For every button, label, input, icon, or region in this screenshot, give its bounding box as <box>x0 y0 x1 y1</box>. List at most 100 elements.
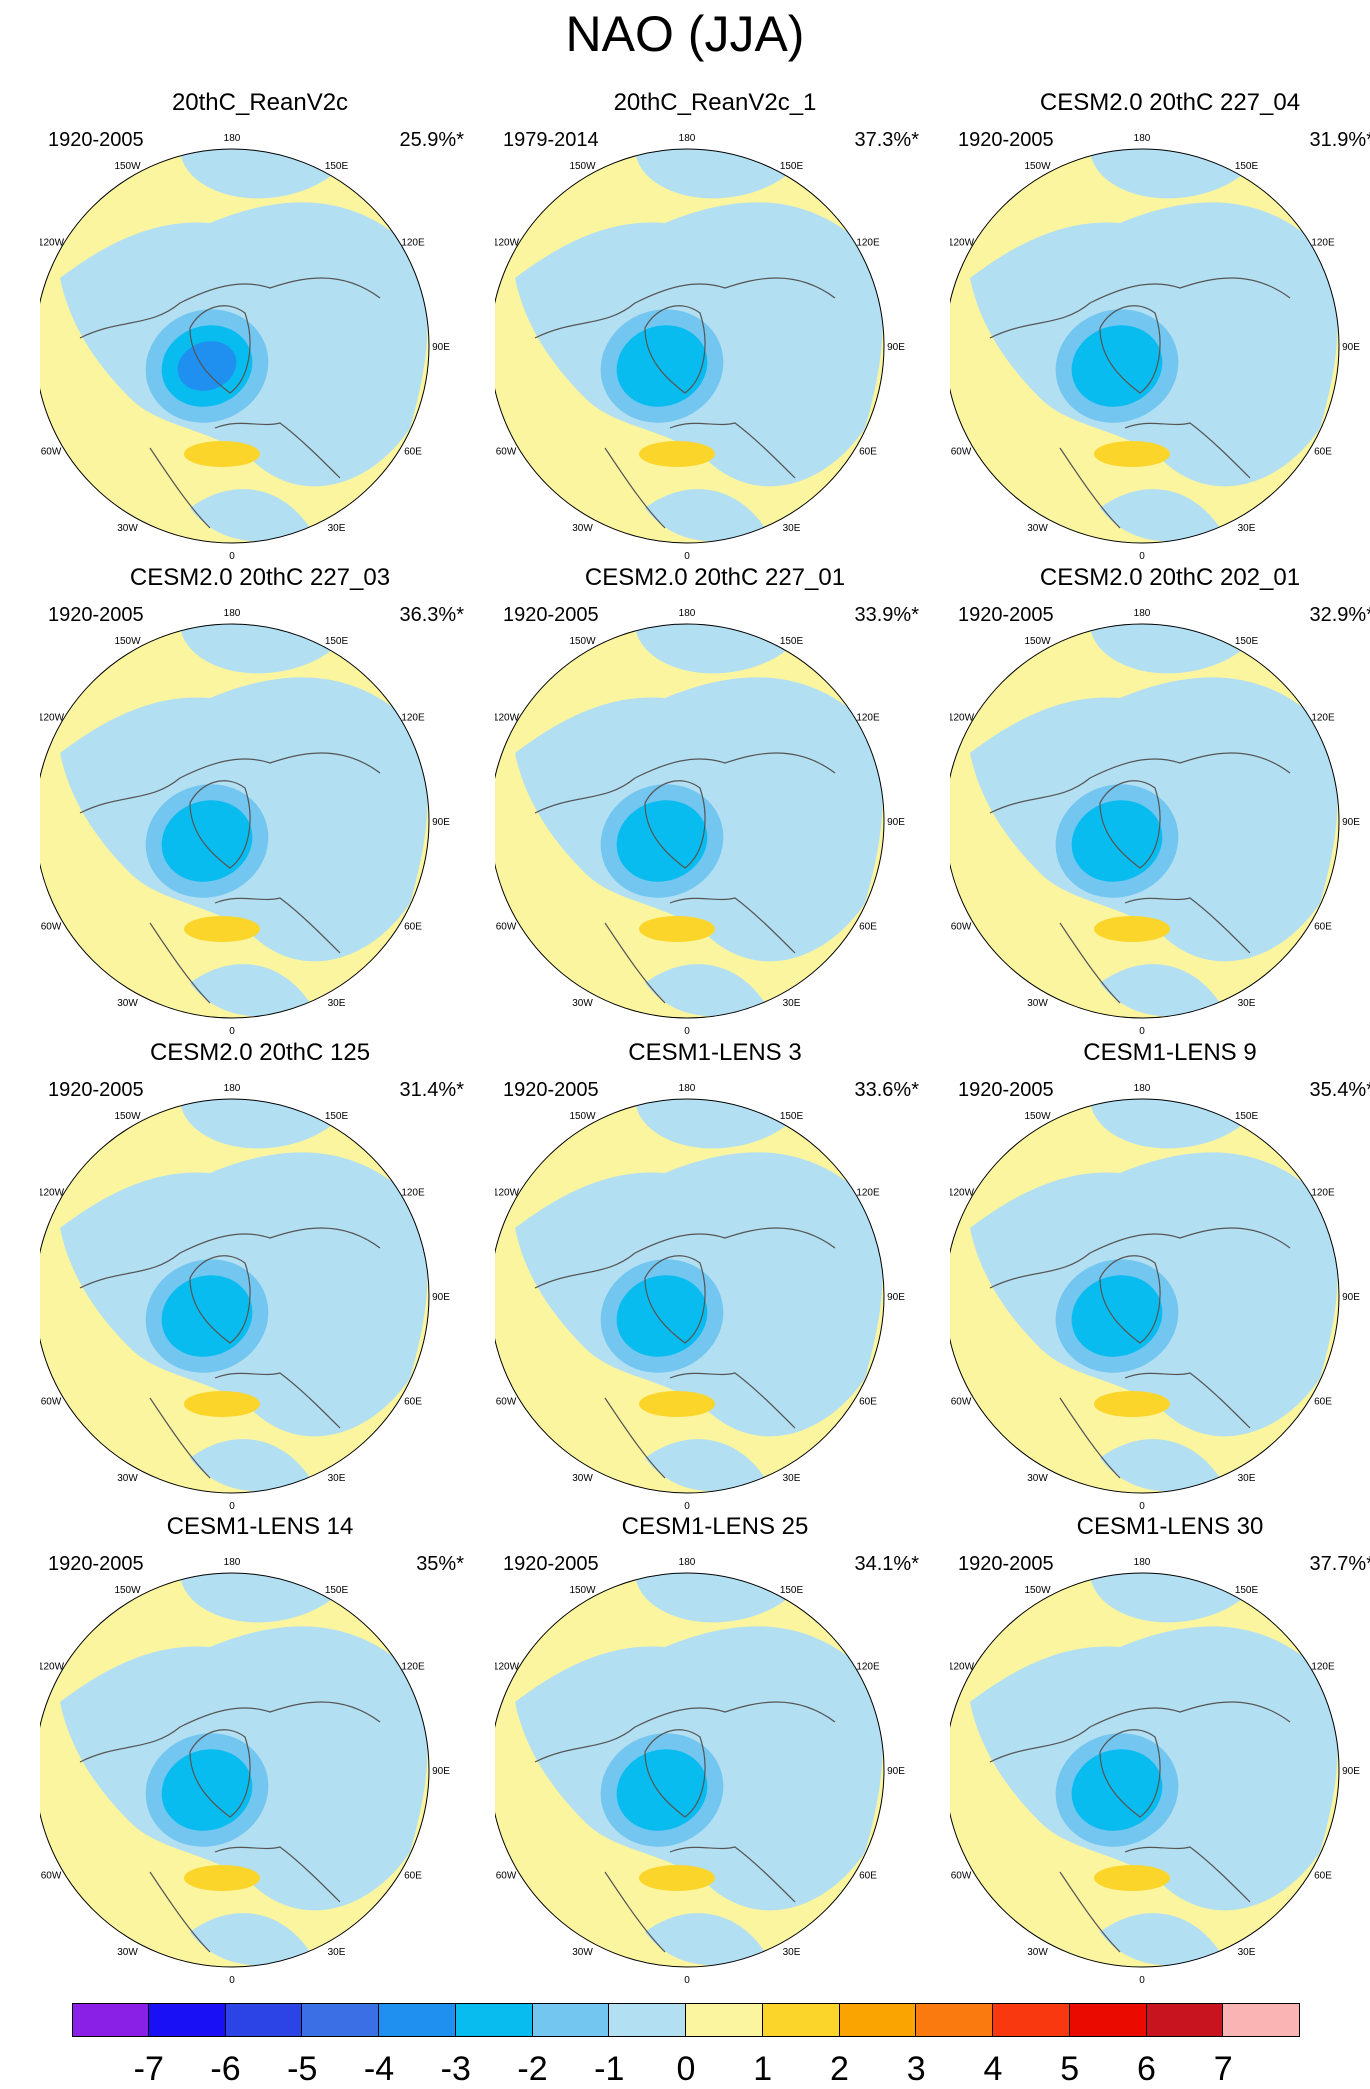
longitude-label: 150W <box>1024 161 1051 172</box>
longitude-label: 60E <box>1314 922 1332 933</box>
longitude-label: 90E <box>1342 342 1360 353</box>
colorbar-tick: 4 <box>963 2049 1023 2089</box>
longitude-label: 90E <box>432 342 450 353</box>
polar-map: 180150E120E90E60E30E030W60W90W120W150W <box>950 1078 1370 1518</box>
longitude-label: 30W <box>117 1473 138 1484</box>
longitude-label: 180 <box>1134 1557 1151 1568</box>
longitude-label: 30W <box>1027 1473 1048 1484</box>
longitude-label: 90E <box>887 1292 905 1303</box>
longitude-label: 150E <box>1235 1585 1259 1596</box>
longitude-label: 120W <box>40 1188 65 1199</box>
longitude-label: 0 <box>229 1975 235 1986</box>
longitude-label: 150E <box>325 636 349 647</box>
longitude-label: 120W <box>40 238 65 249</box>
longitude-label: 60W <box>496 447 517 458</box>
panel-title: CESM2.0 20thC 125 <box>40 1038 480 1068</box>
longitude-label: 150E <box>780 161 804 172</box>
longitude-label: 180 <box>224 1557 241 1568</box>
polar-map: 180150E120E90E60E30E030W60W90W120W150W <box>950 1552 1370 1992</box>
panel-title: 20thC_ReanV2c <box>40 88 480 118</box>
polar-map: 180150E120E90E60E30E030W60W90W120W150W <box>40 1078 480 1518</box>
colorbar-tick: -2 <box>503 2049 563 2089</box>
longitude-label: 120E <box>401 238 425 249</box>
longitude-label: 180 <box>679 1083 696 1094</box>
longitude-label: 90E <box>432 817 450 828</box>
colorbar-tick: 1 <box>733 2049 793 2089</box>
contour-level-pos <box>639 1865 715 1891</box>
longitude-label: 0 <box>229 1026 235 1037</box>
longitude-label: 150E <box>1235 636 1259 647</box>
longitude-label: 180 <box>224 608 241 619</box>
contour-level-pos <box>184 916 260 942</box>
longitude-label: 60E <box>404 1871 422 1882</box>
longitude-label: 0 <box>1139 1975 1145 1986</box>
longitude-label: 30W <box>117 998 138 1009</box>
colorbar-tick: 0 <box>656 2049 716 2089</box>
longitude-label: 30W <box>117 1947 138 1958</box>
longitude-label: 30W <box>1027 998 1048 1009</box>
colorbar-tick: 6 <box>1117 2049 1177 2089</box>
longitude-label: 150W <box>1024 1111 1051 1122</box>
longitude-label: 60W <box>951 447 972 458</box>
longitude-label: 30W <box>117 523 138 534</box>
polar-map: 180150E120E90E60E30E030W60W90W120W150W <box>495 603 935 1043</box>
longitude-label: 60W <box>41 922 62 933</box>
contour-level-pos <box>639 441 715 467</box>
contour-level-pos <box>1094 1865 1170 1891</box>
longitude-label: 90E <box>1342 1766 1360 1777</box>
contour-level-pos <box>184 1391 260 1417</box>
longitude-label: 60W <box>496 1871 517 1882</box>
longitude-label: 120W <box>495 1662 520 1673</box>
contour-level-pos <box>1094 916 1170 942</box>
longitude-label: 90E <box>887 342 905 353</box>
longitude-label: 90E <box>887 1766 905 1777</box>
longitude-label: 150E <box>1235 1111 1259 1122</box>
longitude-label: 60E <box>859 1871 877 1882</box>
longitude-label: 180 <box>679 608 696 619</box>
longitude-label: 180 <box>224 133 241 144</box>
colorbar-tick: 7 <box>1193 2049 1253 2089</box>
longitude-label: 60E <box>404 1397 422 1408</box>
longitude-label: 60W <box>496 1397 517 1408</box>
longitude-label: 120E <box>401 1188 425 1199</box>
longitude-label: 60W <box>41 447 62 458</box>
longitude-label: 60E <box>1314 1397 1332 1408</box>
panel-title: CESM1-LENS 14 <box>40 1512 480 1542</box>
longitude-label: 30E <box>783 523 801 534</box>
longitude-label: 90E <box>432 1766 450 1777</box>
panel-title: CESM1-LENS 3 <box>495 1038 935 1068</box>
longitude-label: 60E <box>404 447 422 458</box>
longitude-label: 0 <box>684 1026 690 1037</box>
longitude-label: 30W <box>1027 1947 1048 1958</box>
longitude-label: 0 <box>684 551 690 562</box>
longitude-label: 90E <box>1342 1292 1360 1303</box>
polar-map: 180150E120E90E60E30E030W60W90W120W150W <box>495 1552 935 1992</box>
contour-level-pos <box>184 1865 260 1891</box>
contour-level-pos <box>1094 441 1170 467</box>
longitude-label: 60W <box>41 1397 62 1408</box>
longitude-label: 120E <box>1311 1662 1335 1673</box>
longitude-label: 150E <box>780 1585 804 1596</box>
colorbar-tick: -7 <box>119 2049 179 2089</box>
longitude-label: 0 <box>229 1501 235 1512</box>
longitude-label: 0 <box>684 1501 690 1512</box>
longitude-label: 90E <box>432 1292 450 1303</box>
colorbar-tick: -1 <box>579 2049 639 2089</box>
longitude-label: 60E <box>1314 447 1332 458</box>
longitude-label: 120W <box>495 1188 520 1199</box>
longitude-label: 30E <box>1238 523 1256 534</box>
longitude-label: 120E <box>856 1662 880 1673</box>
longitude-label: 150W <box>1024 1585 1051 1596</box>
longitude-label: 150E <box>780 1111 804 1122</box>
colorbar-tick: -4 <box>349 2049 409 2089</box>
longitude-label: 30E <box>783 1947 801 1958</box>
longitude-label: 30E <box>328 523 346 534</box>
longitude-label: 60W <box>496 922 517 933</box>
longitude-label: 150W <box>1024 636 1051 647</box>
longitude-label: 30E <box>328 1473 346 1484</box>
longitude-label: 60W <box>951 922 972 933</box>
